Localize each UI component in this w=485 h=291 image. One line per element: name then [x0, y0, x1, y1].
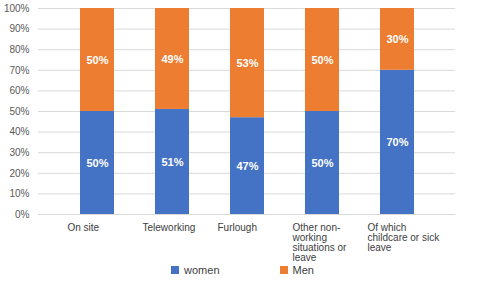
- svg-text:100%: 100%: [4, 3, 30, 14]
- svg-text:50%: 50%: [86, 54, 108, 66]
- svg-text:60%: 60%: [9, 85, 29, 96]
- svg-text:0%: 0%: [15, 209, 30, 220]
- svg-text:Teleworking: Teleworking: [143, 222, 196, 233]
- svg-text:Of whichchildcare or sickleave: Of whichchildcare or sickleave: [368, 222, 441, 253]
- svg-text:40%: 40%: [9, 126, 29, 137]
- html-text:women: women: [184, 264, 220, 276]
- svg-text:Other non-workingsituations or: Other non-workingsituations orleave: [292, 222, 348, 262]
- svg-text:70%: 70%: [386, 136, 408, 148]
- svg-text:49%: 49%: [161, 52, 183, 64]
- svg-text:80%: 80%: [9, 44, 29, 55]
- svg-text:10%: 10%: [9, 188, 29, 199]
- svg-text:51%: 51%: [161, 155, 183, 167]
- svg-text:20%: 20%: [9, 168, 29, 179]
- svg-text:70%: 70%: [9, 65, 29, 76]
- svg-text:50%: 50%: [9, 106, 29, 117]
- html-text:Men: Men: [292, 264, 314, 276]
- svg-text:50%: 50%: [311, 54, 333, 66]
- svg-text:Furlough: Furlough: [218, 222, 257, 233]
- svg-text:47%: 47%: [236, 160, 258, 172]
- svg-text:50%: 50%: [311, 157, 333, 169]
- svg-text:50%: 50%: [86, 157, 108, 169]
- svg-text:On site: On site: [68, 222, 100, 233]
- svg-text:30%: 30%: [9, 147, 29, 158]
- svg-text:30%: 30%: [386, 33, 408, 45]
- svg-text:53%: 53%: [236, 57, 258, 69]
- svg-text:90%: 90%: [9, 23, 29, 34]
